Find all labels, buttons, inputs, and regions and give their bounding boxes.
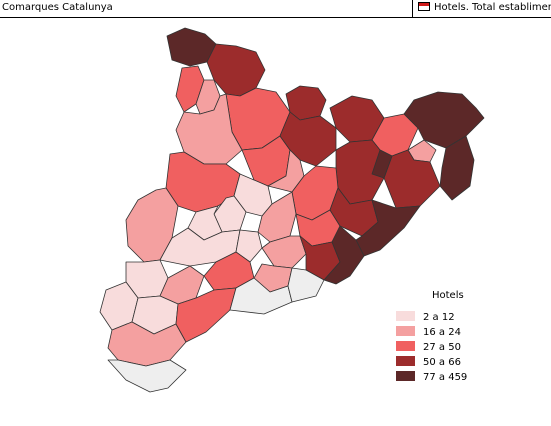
legend-swatch (396, 311, 415, 321)
legend-label: 27 a 50 (423, 342, 461, 353)
legend-swatch (396, 326, 415, 336)
legend-label: 77 a 459 (423, 372, 468, 383)
layer-icon (418, 2, 430, 11)
legend-item: 50 a 66 (396, 356, 461, 368)
region-alt-emporda[interactable] (403, 91, 485, 149)
active-layer-tab[interactable]: Hotels. Total establiments (412, 0, 551, 17)
legend-item: 2 a 12 (396, 311, 455, 323)
region-montsia[interactable] (107, 359, 187, 393)
legend-title: Hotels (432, 290, 464, 301)
region-girones[interactable] (371, 149, 393, 179)
region-maresme[interactable] (355, 199, 421, 257)
legend-swatch (396, 356, 415, 366)
legend-item: 16 a 24 (396, 326, 461, 338)
region-baix-ebre[interactable] (107, 321, 187, 367)
region-pallars-sobira[interactable] (206, 43, 266, 97)
region-baix-emporda[interactable] (439, 135, 475, 201)
map-title: Comarques Catalunya (2, 2, 113, 13)
legend-label: 2 a 12 (423, 312, 455, 323)
map-title-bar: Comarques Catalunya Hotels. Total establ… (0, 0, 551, 18)
region-barcelones[interactable] (323, 225, 365, 285)
region-berguedà[interactable] (279, 111, 337, 167)
region-anoia[interactable] (257, 191, 297, 243)
region-noguera[interactable] (175, 93, 243, 165)
legend-swatch (396, 371, 415, 381)
legend-label: 16 a 24 (423, 327, 461, 338)
legend-label: 50 a 66 (423, 357, 461, 368)
region-garraf[interactable] (287, 267, 325, 303)
active-layer-label: Hotels. Total establiments (434, 2, 551, 13)
legend-swatch (396, 341, 415, 351)
legend-item: 27 a 50 (396, 341, 461, 353)
legend-item: 77 a 459 (396, 371, 467, 383)
catalonia-comarques-map[interactable] (0, 18, 551, 426)
region-alt-penedes[interactable] (261, 235, 307, 269)
